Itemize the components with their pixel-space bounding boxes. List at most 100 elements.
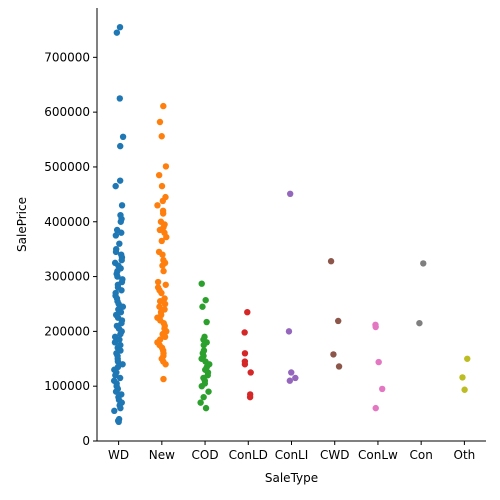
y-tick-label: 100000	[44, 379, 90, 393]
data-point	[200, 341, 207, 349]
data-point	[114, 358, 122, 365]
data-point	[292, 374, 299, 382]
data-point	[156, 298, 164, 305]
x-tick-label: CWD	[320, 448, 349, 462]
data-point	[114, 273, 121, 280]
data-point	[197, 399, 204, 406]
x-tick-label: Con	[410, 448, 433, 462]
data-point	[154, 278, 162, 286]
data-point	[112, 372, 119, 379]
data-point	[112, 248, 120, 256]
data-point	[116, 240, 123, 247]
data-point	[160, 267, 167, 275]
data-point	[115, 418, 122, 426]
data-point	[117, 330, 124, 338]
data-point	[113, 29, 121, 36]
data-point	[112, 388, 120, 395]
y-tick-label: 0	[82, 434, 90, 448]
data-point	[246, 393, 254, 401]
data-point	[330, 351, 337, 358]
data-point	[158, 182, 166, 190]
data-point	[461, 386, 468, 393]
data-point	[117, 404, 124, 412]
x-tick-label: New	[149, 448, 175, 462]
data-point	[156, 226, 164, 234]
data-point	[372, 404, 379, 412]
data-point	[111, 339, 119, 346]
data-point	[156, 118, 164, 126]
x-tick-label: ConLw	[358, 448, 398, 462]
data-point	[116, 95, 124, 102]
y-axis-ticks: 0 100000 200000 300000 400000 500000 600000 700…	[44, 50, 97, 448]
data-point	[286, 377, 294, 384]
x-tick-label: ConLI	[275, 448, 309, 462]
data-point	[200, 393, 207, 401]
data-point	[247, 369, 254, 376]
data-point	[158, 133, 165, 140]
data-point	[288, 369, 295, 376]
data-point	[327, 258, 335, 265]
data-point	[117, 218, 124, 225]
data-point	[112, 182, 119, 190]
data-points	[110, 23, 471, 426]
data-point	[158, 289, 165, 297]
data-point	[161, 333, 169, 341]
x-axis-label: SaleType	[265, 471, 318, 485]
data-point	[459, 374, 466, 381]
data-point	[241, 350, 249, 357]
data-point	[205, 388, 212, 395]
data-point	[285, 328, 293, 335]
data-point	[117, 142, 124, 150]
data-point	[118, 229, 125, 236]
data-point	[162, 281, 169, 288]
y-tick-label: 500000	[44, 160, 90, 174]
y-axis-label: SalePrice	[15, 197, 29, 252]
data-point	[156, 303, 163, 310]
data-point	[159, 262, 166, 269]
data-point	[241, 329, 248, 336]
data-point	[116, 177, 124, 184]
data-point	[154, 202, 161, 209]
data-point	[416, 319, 423, 327]
x-tick-label: WD	[108, 448, 129, 462]
data-point	[160, 102, 167, 110]
data-point	[119, 361, 126, 368]
data-point	[379, 385, 386, 393]
x-axis-ticks: WD New COD ConLD ConLI CWD ConLw Con Oth	[108, 441, 475, 462]
data-point	[118, 202, 126, 209]
y-tick-label: 700000	[44, 50, 90, 64]
data-point	[159, 210, 167, 217]
data-point	[117, 308, 125, 316]
data-point	[158, 237, 165, 245]
y-tick-label: 200000	[44, 324, 90, 338]
data-point	[162, 163, 170, 170]
data-point	[241, 361, 249, 368]
x-tick-label: Oth	[454, 448, 476, 462]
x-tick-label: ConLD	[229, 448, 268, 462]
data-point	[112, 232, 120, 239]
data-point	[202, 404, 210, 412]
data-point	[155, 171, 163, 179]
y-tick-label: 300000	[44, 270, 90, 284]
data-point	[118, 319, 125, 327]
data-point	[118, 287, 125, 294]
data-point	[199, 303, 206, 310]
data-point	[119, 133, 127, 141]
data-point	[116, 23, 124, 31]
data-point	[202, 296, 209, 304]
data-point	[464, 355, 471, 362]
data-point	[111, 407, 118, 415]
data-point	[162, 361, 169, 368]
data-point	[198, 280, 205, 287]
data-point	[159, 251, 166, 258]
data-point	[335, 363, 343, 370]
data-point	[372, 323, 379, 331]
x-tick-label: COD	[192, 448, 219, 462]
data-point	[161, 300, 169, 308]
y-tick-label: 400000	[44, 215, 90, 229]
data-point	[203, 318, 210, 326]
y-tick-label: 600000	[44, 105, 90, 119]
data-point	[118, 256, 125, 264]
data-point	[160, 375, 167, 383]
